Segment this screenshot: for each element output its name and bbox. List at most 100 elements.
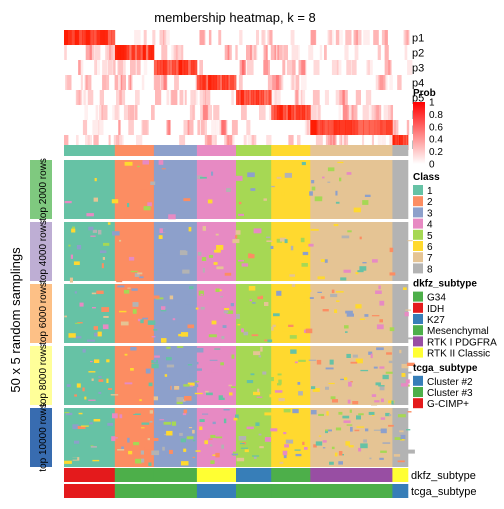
prob-speckle [190,90,196,105]
dkfz-subtype-cell [271,468,311,482]
membership-speckle [127,203,130,208]
dkfz_subtype-legend-label: K27 [427,315,445,326]
membership-speckle [98,229,102,235]
membership-speckle [323,437,330,439]
prob-speckle [388,60,392,75]
membership-speckle [401,373,406,377]
membership-speckle [312,388,320,392]
class-legend-title: Class [413,172,440,183]
membership-speckle [117,449,125,451]
membership-speckle [76,245,82,250]
prob-speckle [203,105,208,120]
membership-speckle [183,198,191,202]
membership-speckle [258,433,262,436]
prob-cell-p7 [374,120,382,135]
prob-speckle [266,135,272,150]
prob-cell-p5 [241,90,244,105]
membership-speckle [393,454,401,457]
prob-cell-p8 [404,135,407,150]
membership-speckle [241,328,244,333]
prob-speckle [166,120,171,135]
prob-cell-p4 [210,75,215,90]
membership-speckle [109,419,113,422]
prob-speckle [275,75,282,90]
prob-speckle [200,105,207,120]
prob-legend-title: Prob [413,88,436,99]
prob-speckle [214,135,217,150]
membership-speckle [239,443,245,445]
prob-cell-p3 [166,60,170,75]
membership-speckle [215,436,223,439]
membership-block [236,346,272,405]
membership-speckle [278,398,285,402]
membership-speckle [260,346,263,352]
tcga_subtype-legend-swatch [413,398,423,409]
membership-speckle [388,422,391,426]
membership-speckle [308,359,317,361]
prob-cell-p1 [103,30,108,45]
prob-speckle [128,120,134,135]
membership-speckle [244,449,249,453]
membership-speckle [379,386,385,391]
membership-speckle [111,199,119,204]
prob-speckle [335,30,340,45]
prob-speckle [363,30,370,45]
membership-speckle [137,165,140,168]
prob-cell-p5 [251,90,254,105]
membership-speckle [208,334,217,338]
prob-speckle [332,135,337,150]
membership-speckle [270,245,274,249]
membership-speckle [103,316,109,318]
prob-cell-p2 [120,45,124,60]
membership-block [271,160,311,219]
class-legend-label: 7 [427,253,433,264]
membership-speckle [266,377,274,382]
prob-speckle [403,30,409,45]
membership-speckle [89,422,93,425]
prob-cell-p5 [256,90,259,105]
membership-speckle [277,373,282,376]
membership-speckle [169,449,173,454]
prob-speckle [130,60,136,75]
prob-speckle [175,45,179,60]
membership-speckle [379,457,384,460]
prob-speckle [197,120,200,135]
prob-speckle [105,45,112,60]
membership-speckle [185,304,191,309]
membership-speckle [322,176,325,179]
prob-speckle [207,135,215,150]
membership-speckle [305,328,313,334]
membership-speckle [166,346,171,349]
class-bar-cell [64,145,116,156]
prob-speckle [267,75,274,90]
membership-speckle [291,284,296,287]
prob-speckle [208,30,212,45]
membership-speckle [326,411,329,416]
membership-speckle [262,371,267,375]
membership-speckle [148,462,152,467]
membership-speckle [90,235,96,237]
prob-speckle [290,30,295,45]
membership-speckle [107,222,111,225]
membership-speckle [328,429,332,432]
prob-speckle [166,90,170,105]
prob-speckle [102,75,110,90]
prob-speckle [297,135,301,150]
prob-speckle [155,90,162,105]
group-label: top 2000 rows [38,158,49,221]
prob-speckle [290,75,296,90]
membership-speckle [323,179,331,182]
tcga-subtype-cell [153,484,198,498]
membership-speckle [406,337,414,340]
class-legend-label: 1 [427,186,433,197]
membership-speckle [407,240,413,242]
prob-cell-p5 [238,90,242,105]
membership-speckle [258,355,262,358]
prob-cell-p3 [187,60,192,75]
prob-speckle [78,90,83,105]
membership-speckle [133,413,141,415]
prob-cell-p7 [327,120,335,135]
prob-cell-p1 [64,30,68,45]
membership-speckle [241,263,249,267]
membership-speckle [187,364,193,366]
